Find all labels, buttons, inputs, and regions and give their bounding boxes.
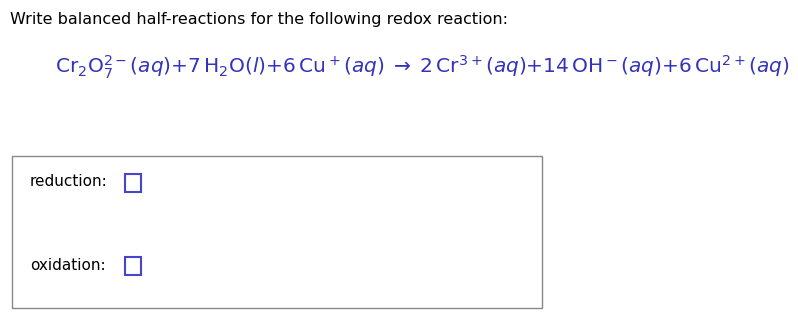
Text: Write balanced half-reactions for the following redox reaction:: Write balanced half-reactions for the fo… [10,12,508,27]
Text: reduction:: reduction: [30,175,108,189]
Bar [125,257,141,275]
Bar [12,156,542,308]
Bar [125,174,141,192]
Text: $\mathregular{Cr_2O_7^{2-}}$$\mathit{(aq)}$$\mathregular{+7\,H_2O}$$\mathit{(l)}: $\mathregular{Cr_2O_7^{2-}}$$\mathit{(aq… [55,53,789,81]
Text: oxidation:: oxidation: [30,257,105,273]
